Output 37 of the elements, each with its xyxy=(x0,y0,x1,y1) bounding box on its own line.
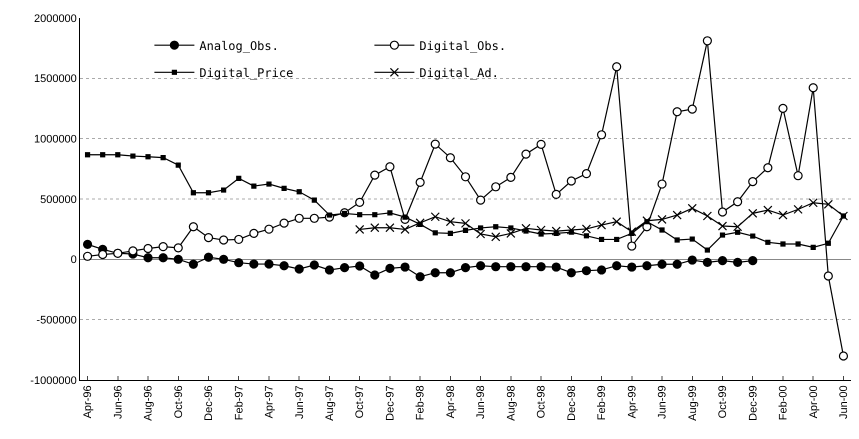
y-tick-label: 0 xyxy=(70,254,77,266)
x-tick-label: Jun-97 xyxy=(294,385,306,420)
legend-label: Digital_Ad. xyxy=(419,66,499,80)
x-tick-label: Jun-00 xyxy=(838,385,850,420)
x-tick-label: Dec-96 xyxy=(203,385,216,421)
x-tick-label: Jun-99 xyxy=(656,385,669,420)
x-tick-label: Feb-00 xyxy=(778,385,790,420)
y-tick-label: 500000 xyxy=(40,194,77,206)
x-tick-label: Apr-98 xyxy=(444,385,457,418)
x-tick-label: Feb-97 xyxy=(233,385,246,420)
x-tick-label: Apr-97 xyxy=(264,385,276,418)
y-tick-label: -500000 xyxy=(36,314,77,327)
x-tick-label: Oct-96 xyxy=(172,385,185,418)
x-tick-label: Dec-98 xyxy=(566,385,578,421)
y-tick-label: -1000000 xyxy=(30,374,77,387)
x-tick-label: Jun-98 xyxy=(475,385,488,420)
y-tick-label: 1500000 xyxy=(34,73,77,86)
x-tick-label: Aug-98 xyxy=(505,385,518,421)
legend-label: Digital_Obs. xyxy=(419,38,506,53)
legend-label: Digital_Price xyxy=(199,66,294,80)
x-tick-label: Dec-99 xyxy=(747,385,760,421)
x-tick-label: Feb-98 xyxy=(414,385,427,420)
x-tick-label: Apr-96 xyxy=(82,385,94,418)
x-tick-label: Aug-96 xyxy=(142,385,155,421)
legend-label: Analog_Obs. xyxy=(199,38,279,53)
y-tick-label: 1000000 xyxy=(34,134,77,146)
x-tick-label: Aug-99 xyxy=(686,385,699,421)
x-tick-label: Apr-99 xyxy=(626,385,638,418)
x-tick-label: Jun-96 xyxy=(112,385,124,420)
x-tick-label: Dec-97 xyxy=(384,385,396,421)
x-tick-label: Oct-98 xyxy=(536,385,548,418)
x-tick-label: Oct-99 xyxy=(717,385,730,418)
y-tick-label: 2000000 xyxy=(34,12,77,25)
x-tick-label: Apr-00 xyxy=(808,385,820,418)
x-tick-label: Aug-97 xyxy=(324,385,336,421)
x-tick-label: Feb-99 xyxy=(596,385,608,420)
x-tick-label: Oct-97 xyxy=(354,385,366,418)
